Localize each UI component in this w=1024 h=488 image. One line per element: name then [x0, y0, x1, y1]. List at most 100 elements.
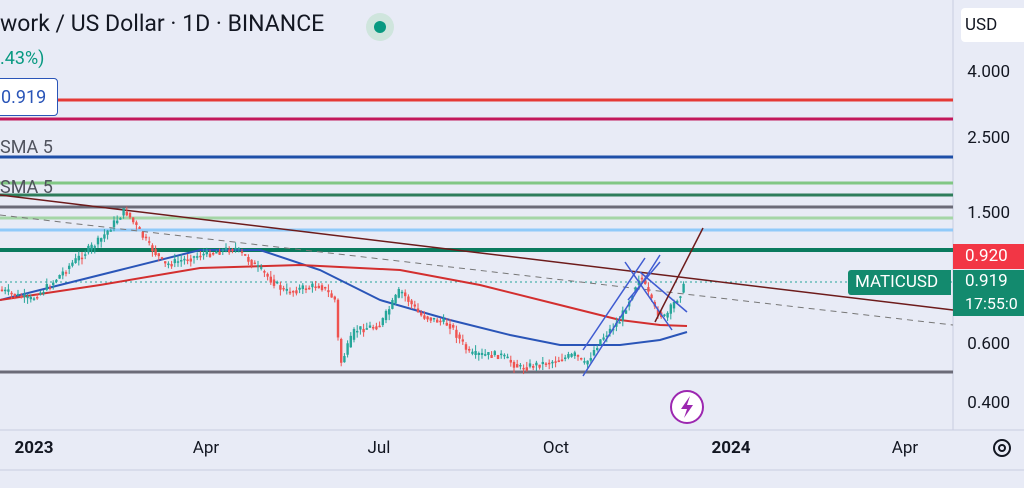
candle-body: [346, 343, 349, 355]
candle-body: [512, 362, 516, 368]
candle-body: [167, 263, 170, 266]
candle-body: [13, 293, 16, 297]
candle-body: [10, 292, 13, 295]
candle-body: [487, 352, 490, 355]
candle-body: [304, 288, 308, 290]
candle-body: [247, 256, 250, 262]
candle-body: [4, 289, 7, 292]
candle-body: [669, 304, 672, 314]
candle-body: [471, 351, 474, 354]
candle-body: [103, 234, 106, 239]
candle-body: [128, 212, 132, 218]
candle-body: [160, 257, 164, 259]
candle-body: [170, 264, 173, 267]
price-label: 0.400: [967, 393, 1010, 413]
candle-body: [570, 353, 573, 357]
indicator-label[interactable]: SMA 5: [0, 137, 53, 158]
time-label: 2023: [14, 438, 54, 458]
settings-icon: [998, 444, 1006, 452]
candle-body: [320, 285, 324, 291]
candle-body: [330, 293, 333, 298]
candle-body: [189, 258, 192, 262]
candle-body: [0, 289, 4, 292]
last-price-badge: 0.919 17:55:0: [953, 270, 1024, 316]
candle-body: [186, 259, 189, 261]
candle-body: [106, 230, 109, 235]
candle-body: [352, 329, 356, 340]
candles: [0, 206, 685, 375]
candle-body: [365, 328, 368, 330]
candle-body: [644, 279, 647, 284]
candle-body: [100, 238, 103, 242]
candle-body: [269, 276, 272, 283]
symbol-title: work / US Dollar · 1D · BINANCE: [0, 10, 325, 37]
channel-drawing: [582, 254, 688, 377]
candle-body: [16, 293, 20, 296]
candle-body: [42, 291, 45, 294]
candle-body: [589, 358, 592, 361]
candle-body: [135, 222, 138, 225]
candle-body: [93, 246, 96, 248]
candle-body: [285, 288, 288, 291]
candle-body: [621, 310, 624, 321]
candle-body: [400, 291, 404, 294]
candle-body: [263, 271, 266, 273]
candle-body: [109, 230, 112, 232]
candle-body: [522, 367, 525, 370]
drawing: [654, 227, 704, 323]
candle-body: [679, 296, 682, 298]
candle-body: [221, 249, 224, 252]
price-label: 2.500: [967, 128, 1010, 148]
candle-body: [432, 317, 436, 320]
candle-body: [583, 361, 586, 363]
candle-body: [144, 236, 148, 239]
price-box[interactable]: 0.919: [0, 78, 58, 116]
candle-body: [580, 358, 583, 360]
candle-body: [272, 279, 276, 286]
candle-body: [84, 254, 87, 256]
candle-body: [567, 354, 570, 358]
candle-body: [231, 249, 234, 252]
candle-body: [215, 251, 218, 254]
settings-button[interactable]: [993, 439, 1011, 457]
candle-body: [256, 265, 260, 267]
candle-body: [157, 253, 160, 257]
candle-body: [554, 361, 557, 363]
candle-body: [477, 352, 480, 355]
candle-body: [413, 304, 416, 307]
time-label: Jul: [367, 438, 391, 458]
price-label: 1.500: [967, 203, 1010, 223]
candle-body: [372, 327, 375, 329]
candle-body: [509, 359, 512, 363]
candle-body: [503, 354, 506, 357]
candle-body: [196, 256, 199, 258]
candle-body: [64, 272, 68, 274]
candle-body: [282, 287, 285, 290]
indicator-label[interactable]: SMA 5: [0, 177, 53, 198]
candle-body: [253, 262, 256, 265]
candle-body: [650, 294, 653, 299]
candle-body: [535, 362, 538, 366]
candle-body: [468, 349, 471, 351]
candle-body: [80, 257, 84, 260]
candle-body: [39, 292, 42, 295]
candle-body: [96, 237, 100, 245]
candle-body: [340, 339, 343, 363]
candle-body: [528, 363, 532, 367]
candle-body: [455, 329, 458, 338]
candle-body: [381, 318, 384, 326]
candle-body: [397, 289, 400, 298]
candle-body: [576, 355, 580, 357]
candle-body: [205, 250, 208, 255]
currency-button[interactable]: USD: [961, 8, 1024, 42]
candle-body: [199, 255, 202, 258]
symbol-badge: MATICUSD: [848, 270, 951, 295]
candle-body: [458, 334, 461, 339]
candle-body: [308, 287, 311, 290]
candle-body: [484, 354, 487, 356]
candle-body: [276, 281, 279, 284]
trend-line: [0, 214, 954, 326]
candle-body: [266, 273, 269, 277]
candle-body: [237, 248, 240, 250]
